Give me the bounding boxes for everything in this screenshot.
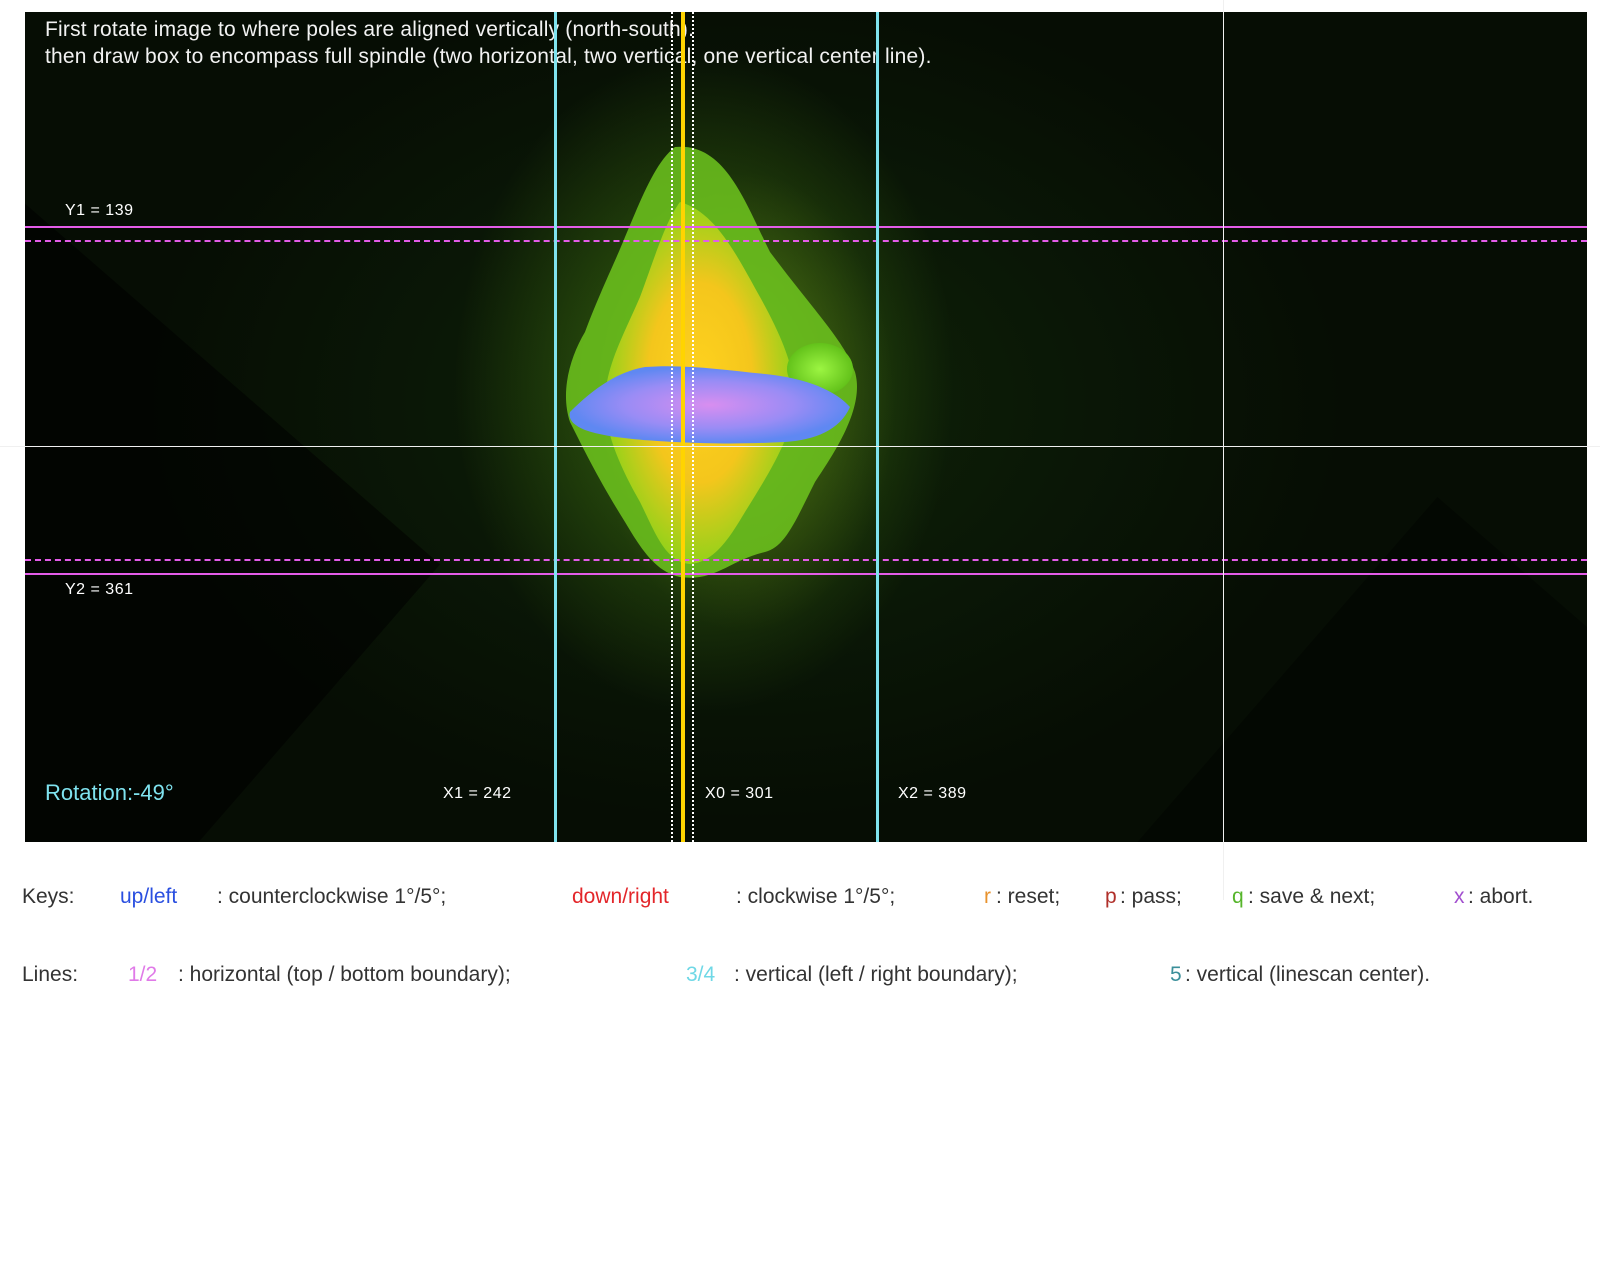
x0-label: X0 = 301: [705, 785, 774, 802]
x1-label: X1 = 242: [443, 785, 512, 802]
key-r: r: [984, 885, 991, 908]
key-3-4-desc: : vertical (left / right boundary);: [734, 963, 1018, 986]
key-5: 5: [1170, 963, 1182, 986]
cursor-crosshair-horizontal: [0, 446, 1600, 447]
key-p: p: [1105, 885, 1117, 908]
y1-label: Y1 = 139: [65, 202, 134, 219]
x0-left-dashed-line: [671, 12, 673, 842]
image-viewer[interactable]: First rotate image to where poles are al…: [25, 12, 1587, 842]
key-down-right-desc: : clockwise 1°/5°;: [736, 885, 896, 908]
spindle-image: [455, 52, 955, 712]
key-3-4: 3/4: [686, 963, 716, 986]
key-down-right: down/right: [572, 885, 669, 908]
x1-boundary-line[interactable]: [554, 12, 557, 842]
keys-prefix: Keys:: [22, 885, 75, 908]
key-q: q: [1232, 885, 1244, 908]
x0-center-line[interactable]: [681, 12, 685, 842]
x2-label: X2 = 389: [898, 785, 967, 802]
key-5-desc: : vertical (linescan center).: [1185, 963, 1431, 986]
x2-boundary-line[interactable]: [876, 12, 879, 842]
key-up-left-desc: : counterclockwise 1°/5°;: [217, 885, 447, 908]
key-up-left: up/left: [120, 885, 178, 908]
instructions-text: First rotate image to where poles are al…: [45, 16, 932, 70]
key-q-desc: : save & next;: [1248, 885, 1376, 908]
legend-lines-row: Lines: 1/2 : horizontal (top / bottom bo…: [22, 962, 1592, 988]
legend-keys-row: Keys: up/left : counterclockwise 1°/5°; …: [22, 884, 1592, 910]
y2-boundary-dashed-line: [25, 559, 1587, 561]
keyboard-legend: Keys: up/left : counterclockwise 1°/5°; …: [22, 832, 1592, 1014]
y1-boundary-line[interactable]: [25, 226, 1587, 228]
x0-right-dashed-line: [692, 12, 694, 842]
y1-boundary-dashed-line: [25, 240, 1587, 242]
lines-prefix: Lines:: [22, 963, 79, 986]
key-x-desc: : abort.: [1468, 885, 1534, 908]
instructions-line-2: then draw box to encompass full spindle …: [45, 45, 932, 68]
key-p-desc: : pass;: [1120, 885, 1182, 908]
key-1-2-desc: : horizontal (top / bottom boundary);: [178, 963, 511, 986]
key-r-desc: : reset;: [996, 885, 1061, 908]
key-1-2: 1/2: [128, 963, 158, 986]
rotation-readout: Rotation:-49°: [45, 780, 174, 805]
cursor-crosshair-vertical: [1223, 0, 1224, 900]
y2-boundary-line[interactable]: [25, 573, 1587, 575]
y2-label: Y2 = 361: [65, 581, 134, 598]
instructions-line-1: First rotate image to where poles are al…: [45, 18, 695, 41]
key-x: x: [1454, 885, 1465, 908]
